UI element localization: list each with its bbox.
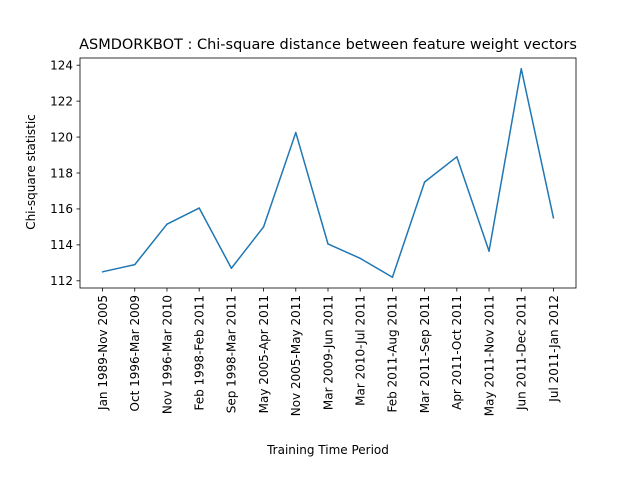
y-tick-label: 112 [50,274,73,288]
y-tick-label: 120 [50,130,73,144]
data-point-2 [166,223,168,225]
x-tick-label: Mar 2010-Jul 2011 [354,295,368,406]
data-point-14 [552,217,555,219]
data-point-9 [391,276,394,278]
data-point-0 [101,271,104,273]
chart-title: ASMDORKBOT : Chi-square distance between… [79,37,577,53]
x-axis-label: Training Time Period [266,443,389,457]
data-point-12 [488,250,490,252]
y-axis-label: Chi-square statistic [24,114,38,230]
data-point-11 [456,156,458,158]
x-tick-label: Jun 2011-Dec 2011 [515,295,529,411]
data-point-7 [327,243,329,245]
y-tick-label: 118 [50,166,73,180]
x-tick-label: Sep 1998-Mar 2011 [225,295,239,413]
x-tick-label: Jan 1989-Nov 2005 [96,295,110,411]
x-tick-label: Nov 1996-Mar 2010 [160,295,174,414]
data-point-4 [230,267,233,269]
data-point-13 [520,68,522,70]
data-point-1 [134,263,136,266]
y-tick-label: 114 [50,238,73,252]
y-tick-label: 122 [50,94,73,108]
x-tick-label: Feb 2011-Aug 2011 [386,295,400,412]
x-tick-label: Oct 1996-Mar 2009 [128,295,142,411]
x-tick-label: Mar 2009-Jun 2011 [321,295,335,410]
x-tick-label: May 2005-Apr 2011 [257,295,271,413]
data-point-6 [295,131,297,134]
x-tick-label: Nov 2005-May 2011 [289,295,303,416]
y-tick-label: 116 [50,202,73,216]
x-tick-label: Feb 1998-Feb 2011 [192,295,206,411]
y-tick-label: 124 [50,58,73,72]
data-point-8 [359,257,361,260]
data-point-5 [262,226,265,228]
plot-area: 112 114 116 118 120 122 124 Jan 1989-Nov 2005 Oc… [50,57,577,416]
series-line-0 [102,68,555,278]
x-tick-label: Mar 2011-Sep 2011 [418,295,432,413]
x-tick-label: May 2011-Nov 2011 [482,295,496,416]
data-point-3 [198,207,200,209]
x-tick-label: Jul 2011-Jan 2012 [547,295,561,403]
axes-frame [79,57,577,289]
x-tick-label: Apr 2011-Oct 2011 [450,295,464,410]
data-point-10 [423,181,426,183]
